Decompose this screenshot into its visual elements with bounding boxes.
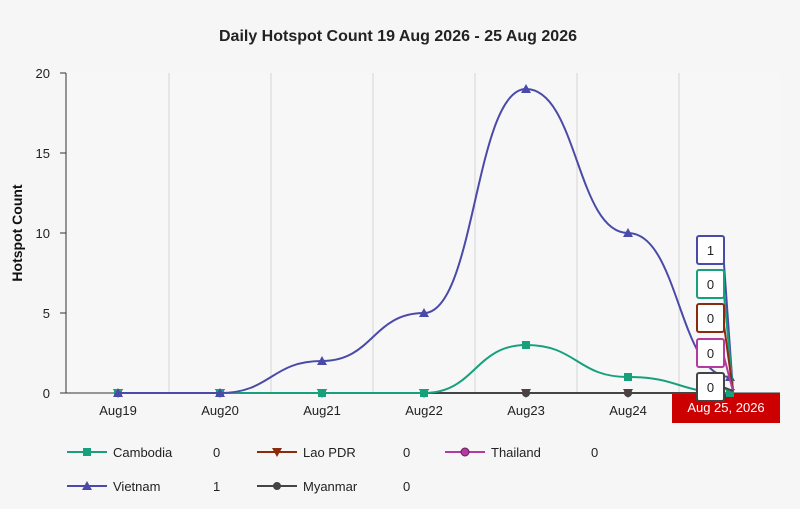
tooltip-box-lao-pdr	[696, 303, 725, 333]
data-point-vietnam	[521, 84, 531, 93]
y-tick-label: 10	[36, 226, 50, 241]
data-point-vietnam	[419, 308, 429, 317]
legend-label-lao-pdr: Lao PDR	[303, 444, 356, 460]
x-tick-label: Aug19	[99, 403, 137, 418]
x-tick-label: Aug23	[507, 403, 545, 418]
legend-marker	[460, 447, 470, 457]
y-tick-label: 20	[36, 66, 50, 81]
legend-swatch-lao-pdr	[257, 448, 297, 457]
legend-item-thailand[interactable]: Thailand 0	[445, 440, 598, 464]
y-tick-label: 5	[43, 306, 50, 321]
data-point-cambodia	[420, 389, 428, 397]
y-tick-label: 15	[36, 146, 50, 161]
highlighted-category-label: Aug 25, 2026	[687, 400, 764, 415]
legend-marker	[272, 448, 282, 457]
chart-title: Daily Hotspot Count 19 Aug 2026 - 25 Aug…	[219, 28, 577, 45]
x-tick-label: Aug21	[303, 403, 341, 418]
legend-value-lao-pdr: 0	[403, 444, 411, 460]
legend-label-thailand: Thailand	[491, 444, 541, 460]
legend-item-lao-pdr[interactable]: Lao PDR 0	[257, 440, 410, 464]
data-point-vietnam	[215, 388, 225, 397]
legend-marker	[273, 482, 281, 490]
data-point-myanmar	[522, 389, 530, 397]
tooltip-box-vietnam	[696, 235, 725, 265]
legend-value-myanmar: 0	[403, 478, 411, 494]
tooltip-value-thailand: 0	[707, 346, 714, 361]
legend-swatch-thailand	[445, 447, 485, 457]
data-point-vietnam	[317, 356, 327, 365]
legend-item-vietnam[interactable]: Vietnam 1	[67, 474, 220, 498]
data-point-vietnam	[113, 388, 123, 397]
legend-item-cambodia[interactable]: Cambodia 0	[67, 440, 220, 464]
legend-marker	[82, 481, 92, 490]
data-point-cambodia	[726, 389, 734, 397]
legend-value-vietnam: 1	[213, 478, 221, 494]
data-point-cambodia	[318, 389, 326, 397]
legend-label-cambodia: Cambodia	[113, 444, 173, 460]
legend-value-thailand: 0	[591, 444, 599, 460]
data-point-cambodia	[624, 373, 632, 381]
x-tick-label: Aug24	[609, 403, 647, 418]
legend-value-cambodia: 0	[213, 444, 221, 460]
y-tick-label: 0	[43, 386, 50, 401]
plot-background	[66, 73, 780, 393]
legend-marker	[83, 448, 91, 456]
tooltip-value-myanmar: 0	[707, 380, 714, 395]
tooltip-value-cambodia: 0	[707, 277, 714, 292]
legend-swatch-myanmar	[257, 482, 297, 490]
tooltip-box-cambodia	[696, 269, 725, 299]
legend-swatch-cambodia	[67, 448, 107, 456]
legend-label-vietnam: Vietnam	[113, 478, 161, 494]
x-tick-label: Aug20	[201, 403, 239, 418]
data-point-cambodia	[522, 341, 530, 349]
legend-swatch-vietnam	[67, 481, 107, 490]
tooltip-value-lao-pdr: 0	[707, 311, 714, 326]
tooltip-value-vietnam: 1	[707, 243, 714, 258]
y-axis-label: Hotspot Count	[9, 184, 25, 282]
x-tick-label: Aug22	[405, 403, 443, 418]
tooltip-box-myanmar	[696, 372, 725, 402]
series-line-vietnam	[118, 87, 731, 394]
highlighted-category-box	[672, 393, 780, 423]
legend-item-myanmar[interactable]: Myanmar 0	[257, 474, 410, 498]
data-point-vietnam	[623, 228, 633, 237]
legend-label-myanmar: Myanmar	[303, 478, 358, 494]
data-point-myanmar	[624, 389, 632, 397]
tooltip-box-thailand	[696, 338, 725, 368]
